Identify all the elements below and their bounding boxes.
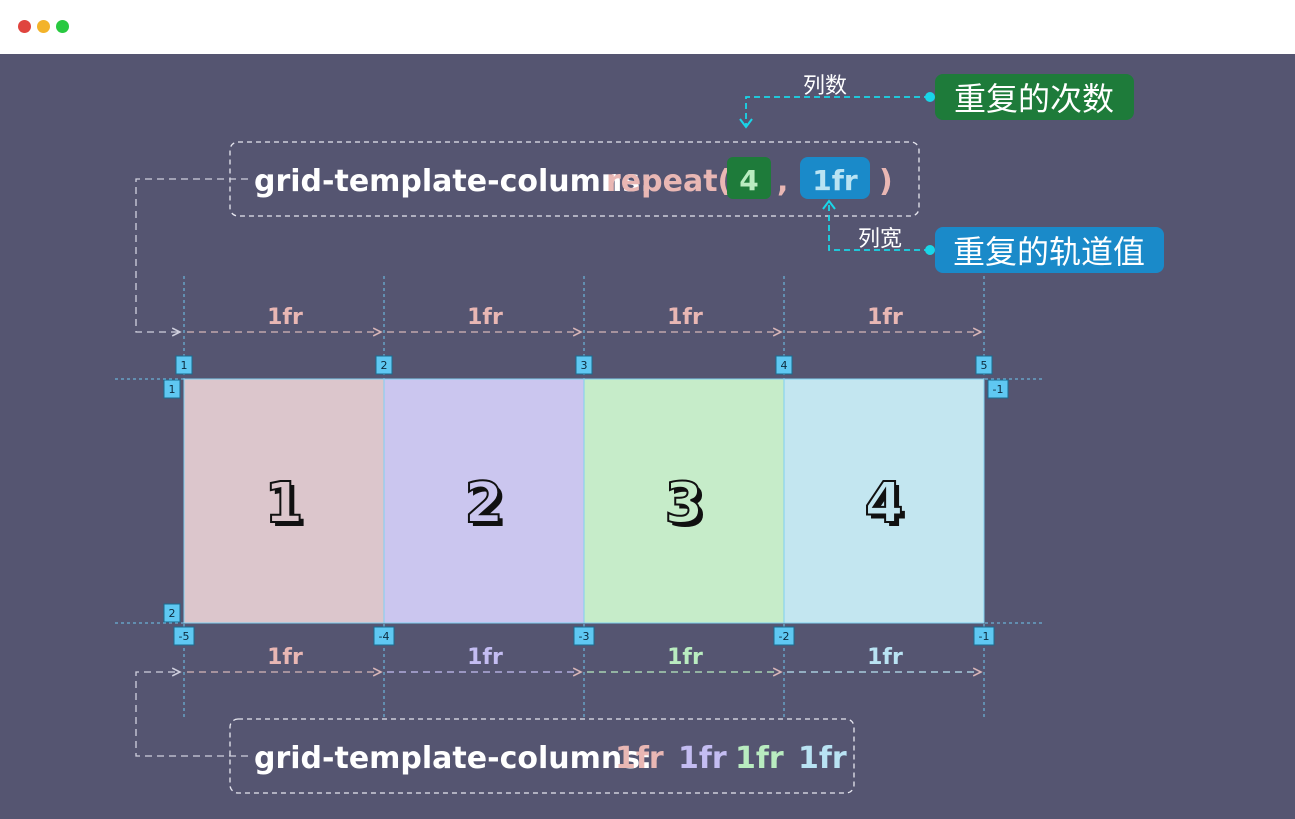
column-line-negative: -3 <box>579 630 590 643</box>
grid-cell-4 <box>784 379 984 623</box>
column-line-number: 5 <box>981 359 988 372</box>
column-line-marker-negative <box>773 626 795 646</box>
column-line-marker-negative <box>173 626 195 646</box>
maximize-window-button[interactable] <box>56 20 69 33</box>
grid-cell-3 <box>584 379 784 623</box>
cell-number: 3 <box>665 471 704 536</box>
row-line-number: 1 <box>169 383 176 396</box>
column-line-number: 2 <box>381 359 388 372</box>
bottom-track-label: 1fr <box>267 645 303 670</box>
column-line-marker <box>575 355 593 375</box>
minimize-window-button[interactable] <box>37 20 50 33</box>
column-line-marker <box>775 355 793 375</box>
column-line-marker-negative <box>373 626 395 646</box>
column-line-marker-negative <box>973 626 995 646</box>
column-lines <box>183 276 985 719</box>
bottom-connector <box>135 672 248 757</box>
top-track-label: 1fr <box>267 305 303 330</box>
bottom-track-label: 1fr <box>467 645 503 670</box>
column-line-negative: -2 <box>779 630 790 643</box>
cell-number-shadow: 1 <box>269 475 308 540</box>
column-line-marker <box>175 355 193 375</box>
column-line-number: 3 <box>581 359 588 372</box>
bottom-code-property: grid-template-columns: <box>254 741 652 776</box>
cell-number-shadow: 3 <box>669 475 708 540</box>
bottom-track-label: 1fr <box>867 645 903 670</box>
top-code-close: ) <box>879 164 893 199</box>
cell-number: 2 <box>465 471 504 536</box>
column-line-marker <box>375 355 393 375</box>
column-line-number: 4 <box>781 359 788 372</box>
track-annotation-line <box>828 204 930 251</box>
top-code-comma: , <box>777 164 788 199</box>
count-annotation-line <box>745 96 930 125</box>
bottom-code-track: 1fr <box>615 741 664 776</box>
count-small-label: 列数 <box>803 74 847 99</box>
row-line-negative: -1 <box>993 383 1004 396</box>
row-line-marker-negative <box>987 379 1009 399</box>
grid-cell-2 <box>384 379 584 623</box>
cell-number-shadow: 2 <box>469 475 508 540</box>
track-small-label: 列宽 <box>858 227 902 252</box>
bottom-code-box <box>229 718 855 794</box>
grid-diagram: grid-template-columns: repeat( 4 , 1fr )… <box>115 74 1164 794</box>
top-code-repeat: repeat( <box>606 164 731 199</box>
column-line-marker-negative <box>573 626 595 646</box>
bottom-track-label: 1fr <box>667 645 703 670</box>
track-badge <box>800 157 870 199</box>
column-line-number: 1 <box>181 359 188 372</box>
bottom-code-track: 1fr <box>798 741 847 776</box>
count-big-badge <box>935 74 1134 120</box>
close-window-button[interactable] <box>18 20 31 33</box>
count-value: 4 <box>739 164 758 197</box>
column-line-negative: -4 <box>379 630 390 643</box>
count-annotation-dot <box>925 92 935 102</box>
count-big-label: 重复的次数 <box>954 80 1114 118</box>
count-badge <box>727 157 771 199</box>
grid-cell-1 <box>184 379 384 623</box>
track-big-badge <box>935 227 1164 273</box>
top-code-property: grid-template-columns: <box>254 164 652 199</box>
row-line-number: 2 <box>169 607 176 620</box>
window-titlebar <box>0 0 1295 54</box>
top-connector <box>135 178 248 332</box>
diagram-canvas: grid-template-columns: repeat( 4 , 1fr )… <box>0 54 1295 819</box>
top-track-label: 1fr <box>467 305 503 330</box>
column-line-negative: -5 <box>179 630 190 643</box>
track-big-label: 重复的轨道值 <box>953 233 1145 271</box>
track-value: 1fr <box>812 164 858 197</box>
top-track-label: 1fr <box>667 305 703 330</box>
track-annotation-dot <box>925 245 935 255</box>
column-line-negative: -1 <box>979 630 990 643</box>
column-line-marker <box>975 355 993 375</box>
bottom-code-track: 1fr <box>735 741 784 776</box>
row-line-marker <box>163 603 181 623</box>
top-track-label: 1fr <box>867 305 903 330</box>
cell-number-shadow: 4 <box>869 475 908 540</box>
bottom-code-track: 1fr <box>678 741 727 776</box>
cell-number: 4 <box>865 471 904 536</box>
row-line-marker <box>163 379 181 399</box>
cell-number: 1 <box>265 471 304 536</box>
